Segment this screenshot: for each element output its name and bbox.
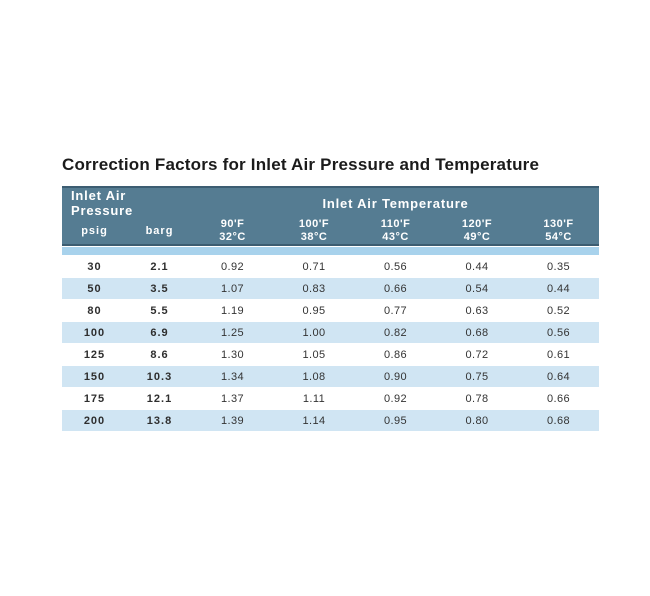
barg-cell: 12.1: [127, 387, 193, 409]
table-row: 200 13.8 1.39 1.14 0.95 0.80 0.68: [62, 409, 600, 431]
temp-fahrenheit-label: 100'F: [298, 218, 330, 230]
factor-cell: 1.11: [273, 387, 356, 409]
factor-cell: 0.72: [436, 343, 519, 365]
table-row: 125 8.6 1.30 1.05 0.86 0.72 0.61: [62, 343, 600, 365]
factor-cell: 0.80: [436, 409, 519, 431]
table-row: 80 5.5 1.19 0.95 0.77 0.63 0.52: [62, 299, 600, 321]
factor-cell: 0.44: [436, 255, 519, 277]
factor-cell: 0.52: [518, 299, 600, 321]
factor-cell: 1.08: [273, 365, 356, 387]
psig-cell: 30: [62, 255, 127, 277]
barg-cell: 3.5: [127, 277, 193, 299]
barg-cell: 13.8: [127, 409, 193, 431]
temp-celsius-label: 43°C: [382, 231, 409, 243]
temp-celsius-label: 32°C: [219, 231, 246, 243]
barg-cell: 10.3: [127, 365, 193, 387]
temp-fahrenheit-label: 90'F: [220, 218, 245, 230]
temp-fahrenheit-label: 130'F: [543, 218, 574, 230]
header-accent-strip: [62, 246, 600, 255]
factor-cell: 0.86: [355, 343, 437, 365]
factor-cell: 0.77: [355, 299, 437, 321]
factor-cell: 0.68: [436, 321, 519, 343]
factor-cell: 0.56: [355, 255, 437, 277]
table-row: 50 3.5 1.07 0.83 0.66 0.54 0.44: [62, 277, 600, 299]
factor-cell: 1.25: [192, 321, 274, 343]
table-body: 30 2.1 0.92 0.71 0.56 0.44 0.35 50 3.5 1.07 0.83 0.…: [62, 255, 600, 431]
factor-cell: 0.66: [355, 277, 437, 299]
factor-cell: 1.34: [192, 365, 274, 387]
factor-cell: 0.78: [436, 387, 519, 409]
factor-cell: 0.54: [436, 277, 519, 299]
column-header-temp-130f: 130'F 54°C: [518, 218, 600, 246]
column-header-row: psig barg 90'F 32°C 100'F 38°C 110'F 43°…: [62, 218, 600, 246]
factor-cell: 0.61: [518, 343, 600, 365]
header-group-row: Inlet Air Pressure Inlet Air Temperature: [62, 188, 600, 218]
column-header-temp-100f: 100'F 38°C: [273, 218, 356, 246]
factor-cell: 1.00: [273, 321, 356, 343]
factor-cell: 1.37: [192, 387, 274, 409]
barg-cell: 5.5: [127, 299, 193, 321]
factor-cell: 0.71: [273, 255, 356, 277]
barg-cell: 2.1: [127, 255, 193, 277]
factor-cell: 1.30: [192, 343, 274, 365]
temp-celsius-label: 49°C: [463, 231, 491, 243]
barg-cell: 6.9: [127, 321, 193, 343]
factor-cell: 1.14: [273, 409, 356, 431]
factor-cell: 0.92: [192, 255, 274, 277]
factor-cell: 1.19: [192, 299, 274, 321]
psig-cell: 100: [62, 321, 127, 343]
factor-cell: 0.56: [518, 321, 600, 343]
factor-cell: 0.92: [355, 387, 437, 409]
table-row: 150 10.3 1.34 1.08 0.90 0.75 0.64: [62, 365, 600, 387]
factor-cell: 1.05: [273, 343, 356, 365]
temp-fahrenheit-label: 120'F: [461, 218, 493, 230]
factor-cell: 0.68: [518, 409, 600, 431]
header-group-pressure: Inlet Air Pressure: [62, 188, 193, 218]
psig-cell: 80: [62, 299, 127, 321]
column-header-barg: barg: [127, 218, 193, 246]
factor-cell: 1.07: [192, 277, 274, 299]
barg-cell: 8.6: [127, 343, 193, 365]
column-header-temp-90f: 90'F 32°C: [192, 218, 274, 246]
factor-cell: 0.63: [436, 299, 519, 321]
column-header-temp-110f: 110'F 43°C: [355, 218, 437, 246]
temp-fahrenheit-label: 110'F: [380, 218, 411, 230]
factor-cell: 0.95: [355, 409, 437, 431]
factor-cell: 0.66: [518, 387, 600, 409]
factor-cell: 0.75: [436, 365, 519, 387]
factor-cell: 0.64: [518, 365, 600, 387]
factor-cell: 0.83: [273, 277, 356, 299]
page-title: Correction Factors for Inlet Air Pressur…: [62, 155, 540, 174]
factor-cell: 0.35: [518, 255, 600, 277]
column-header-psig: psig: [62, 218, 127, 246]
psig-cell: 200: [62, 409, 127, 431]
factor-cell: 0.95: [273, 299, 356, 321]
column-header-temp-120f: 120'F 49°C: [436, 218, 519, 246]
temp-celsius-label: 54°C: [545, 231, 572, 243]
temp-celsius-label: 38°C: [300, 231, 328, 243]
table-row: 100 6.9 1.25 1.00 0.82 0.68 0.56: [62, 321, 600, 343]
factor-cell: 1.39: [192, 409, 274, 431]
psig-cell: 50: [62, 277, 127, 299]
factor-cell: 0.44: [518, 277, 600, 299]
header-group-temperature: Inlet Air Temperature: [192, 188, 600, 218]
factor-cell: 0.82: [355, 321, 437, 343]
table-row: 175 12.1 1.37 1.11 0.92 0.78 0.66: [62, 387, 600, 409]
psig-cell: 150: [62, 365, 127, 387]
table-row: 30 2.1 0.92 0.71 0.56 0.44 0.35: [62, 255, 600, 277]
psig-cell: 175: [62, 387, 127, 409]
psig-cell: 125: [62, 343, 127, 365]
correction-factors-table: Inlet Air Pressure Inlet Air Temperature…: [62, 186, 600, 431]
factor-cell: 0.90: [355, 365, 437, 387]
